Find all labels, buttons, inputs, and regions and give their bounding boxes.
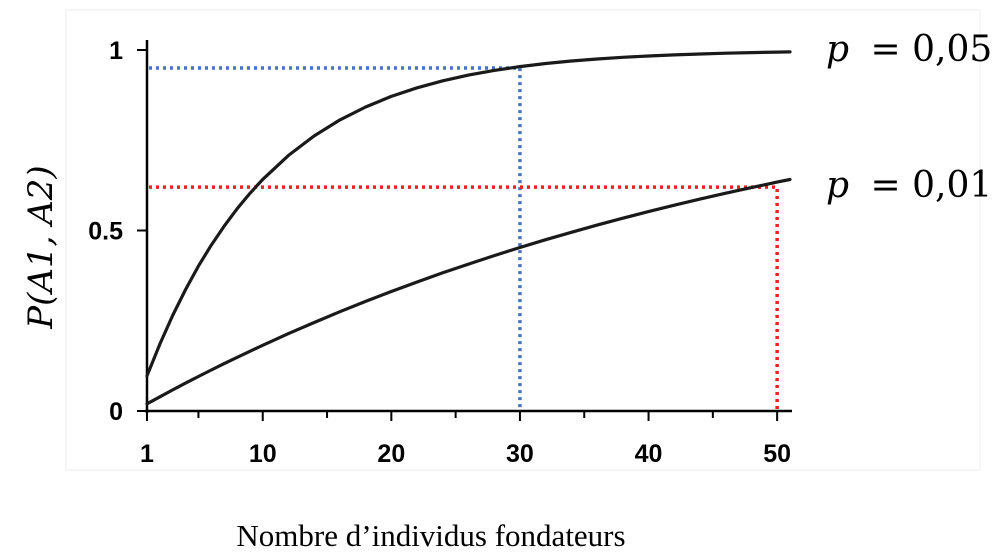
y-tick-label-0: 0 — [109, 398, 123, 426]
axes — [145, 40, 792, 413]
series-label-p005-var: p — [826, 29, 849, 70]
reference-line-x30 — [149, 66, 522, 411]
series-label-p005-value: = 0,05 — [871, 29, 993, 70]
series-label-p001-var: p — [826, 165, 849, 206]
x-tick-label-10: 10 — [249, 440, 277, 468]
x-tick-label-1: 1 — [140, 440, 154, 468]
x-tick-label-20: 20 — [377, 440, 405, 468]
y-tick-label-0.5: 0.5 — [88, 218, 123, 246]
series — [145, 50, 792, 406]
x-tick-label-50: 50 — [763, 440, 791, 468]
series-line-p001 — [145, 177, 792, 406]
x-tick-label-40: 40 — [635, 440, 663, 468]
y-axis-label: P(A1, A2) — [21, 165, 61, 329]
series-line-p005 — [145, 50, 792, 378]
series-label-p005: p = 0,05 — [826, 29, 992, 70]
ticks: 1 10 20 30 40 50 0 0.5 1 — [88, 37, 791, 468]
series-label-p001-value: = 0,01 — [871, 165, 993, 206]
plot-frame — [65, 9, 981, 471]
series-label-p001: p = 0,01 — [826, 165, 992, 206]
x-axis-label: Nombre d’individus fondateurs — [236, 518, 625, 553]
y-tick-label-1: 1 — [109, 37, 123, 65]
reference-line-x50 — [149, 185, 779, 411]
reference-lines — [149, 66, 779, 411]
x-tick-label-30: 30 — [506, 440, 534, 468]
